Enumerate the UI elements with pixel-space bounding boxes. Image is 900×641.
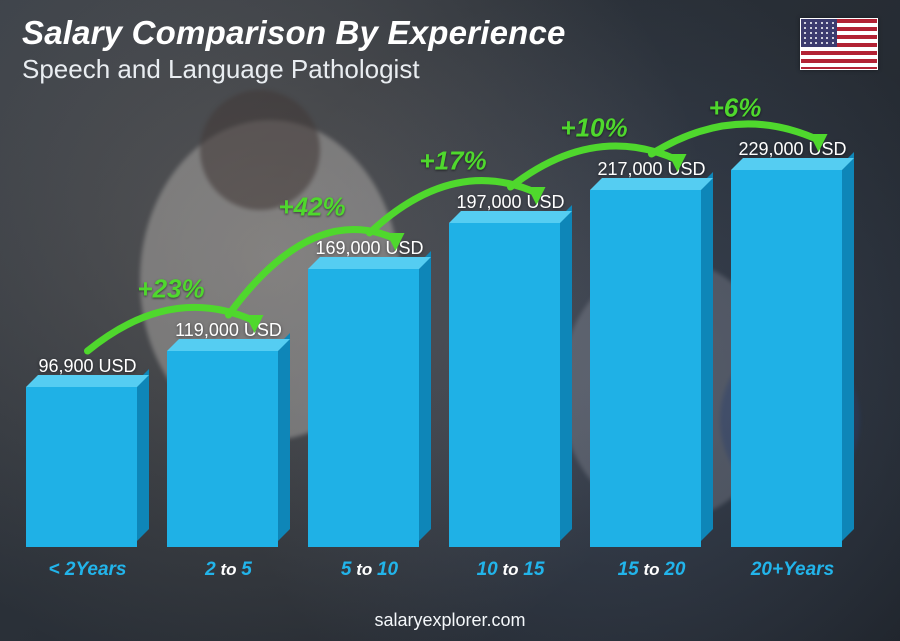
- bar-slot: 197,000 USD: [449, 192, 572, 547]
- x-axis-label: < 2Years: [26, 559, 149, 581]
- bar: [26, 387, 149, 547]
- x-axis-label: 10 to 15: [449, 559, 572, 581]
- bar: [449, 223, 572, 547]
- x-axis-label: 20+Years: [731, 559, 854, 581]
- bar-slot: 229,000 USD: [731, 139, 854, 547]
- x-axis-label: 2 to 5: [167, 559, 290, 581]
- bar-value-label: 169,000 USD: [315, 238, 423, 259]
- bar: [167, 351, 290, 547]
- infographic-stage: Salary Comparison By Experience Speech a…: [0, 0, 900, 641]
- footer-source: salaryexplorer.com: [0, 610, 900, 631]
- x-axis-label: 5 to 10: [308, 559, 431, 581]
- x-axis-label: 15 to 20: [590, 559, 713, 581]
- bar-slot: 119,000 USD: [167, 320, 290, 547]
- bar: [590, 190, 713, 547]
- bar-slot: 169,000 USD: [308, 238, 431, 547]
- bar-slot: 96,900 USD: [26, 356, 149, 547]
- bar-value-label: 229,000 USD: [738, 139, 846, 160]
- bar: [308, 269, 431, 547]
- bar: [731, 170, 854, 547]
- us-flag-icon: [800, 18, 878, 70]
- bar-slot: 217,000 USD: [590, 159, 713, 547]
- page-subtitle: Speech and Language Pathologist: [22, 54, 566, 85]
- page-title: Salary Comparison By Experience: [22, 14, 566, 52]
- bar-value-label: 217,000 USD: [597, 159, 705, 180]
- bar-value-label: 96,900 USD: [38, 356, 136, 377]
- salary-bar-chart: 96,900 USD 119,000 USD 169,000 USD 197,000 …: [26, 110, 854, 581]
- header: Salary Comparison By Experience Speech a…: [22, 14, 566, 85]
- bar-value-label: 119,000 USD: [175, 320, 282, 341]
- bar-value-label: 197,000 USD: [456, 192, 564, 213]
